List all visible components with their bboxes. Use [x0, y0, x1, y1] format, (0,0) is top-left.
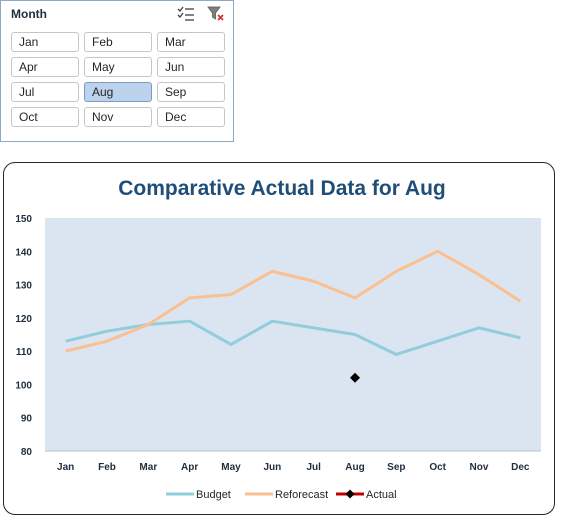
x-tick-label: May — [221, 462, 241, 473]
slicer-header: Month — [1, 1, 233, 27]
slicer-item-sep[interactable]: Sep — [157, 82, 225, 102]
slicer-item-oct[interactable]: Oct — [11, 107, 79, 127]
budget-line — [65, 319, 521, 356]
x-tick-label: Jul — [306, 462, 321, 473]
x-tick-label: Aug — [345, 462, 364, 473]
actual-point — [350, 372, 360, 383]
y-tick-label: 110 — [16, 347, 33, 358]
slicer-item-mar[interactable]: Mar — [157, 32, 225, 52]
slicer-title: Month — [11, 7, 47, 21]
x-tick-label: Mar — [139, 462, 157, 473]
y-tick-label: 90 — [21, 414, 33, 425]
legend-label-budget: Budget — [196, 489, 231, 501]
chart-area: Comparative Actual Data for Aug 80 90 100 1… — [3, 162, 555, 515]
line-chart: Comparative Actual Data for Aug 80 90 100 1… — [15, 177, 541, 501]
multi-select-icon[interactable] — [177, 6, 195, 22]
x-tick-label: Feb — [98, 462, 116, 473]
x-tick-label: Sep — [387, 462, 405, 473]
slicer-item-dec[interactable]: Dec — [157, 107, 225, 127]
slicer-item-apr[interactable]: Apr — [11, 57, 79, 77]
slicer-item-jun[interactable]: Jun — [157, 57, 225, 77]
x-tick-label: Apr — [181, 462, 198, 473]
clear-filter-icon[interactable] — [207, 6, 225, 22]
legend-label-reforecast: Reforecast — [275, 489, 328, 501]
slicer-item-jul[interactable]: Jul — [11, 82, 79, 102]
y-tick-label: 150 — [15, 214, 32, 225]
chart-title: Comparative Actual Data for Aug — [118, 177, 446, 200]
x-tick-label: Nov — [470, 462, 489, 473]
legend-label-actual: Actual — [366, 489, 397, 501]
y-tick-label: 140 — [15, 247, 32, 258]
slicer-item-feb[interactable]: Feb — [84, 32, 152, 52]
x-tick-label: Oct — [429, 462, 446, 473]
plot-area — [45, 218, 541, 451]
x-tick-label: Jan — [57, 462, 74, 473]
x-tick-label: Jun — [263, 462, 281, 473]
y-tick-label: 100 — [15, 380, 32, 391]
y-tick-label: 80 — [21, 447, 33, 458]
month-slicer: Month Jan Feb Mar Apr May Jun Jul Aug Sep Oct Nov D… — [0, 0, 234, 142]
slicer-item-jan[interactable]: Jan — [11, 32, 79, 52]
slicer-item-aug[interactable]: Aug — [84, 82, 152, 102]
slicer-item-nov[interactable]: Nov — [84, 107, 152, 127]
x-tick-label: Dec — [511, 462, 530, 473]
y-tick-label: 120 — [15, 314, 32, 325]
slicer-item-may[interactable]: May — [84, 57, 152, 77]
y-tick-label: 130 — [15, 281, 32, 292]
reforecast-line — [65, 249, 522, 353]
legend-marker-actual — [345, 489, 355, 499]
